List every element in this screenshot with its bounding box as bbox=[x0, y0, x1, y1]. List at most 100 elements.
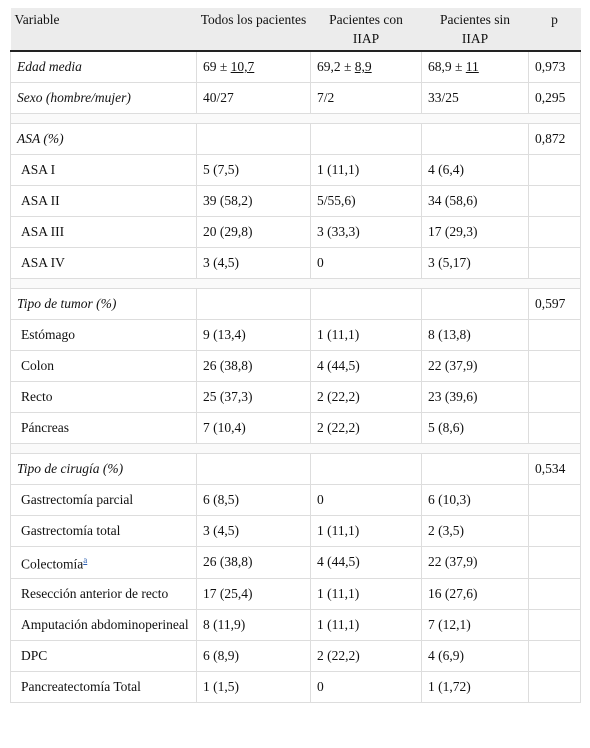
label-text: Sexo (hombre/mujer) bbox=[17, 90, 131, 105]
table-cell: 69,2 ± 8,9 bbox=[310, 50, 422, 83]
row-label: Pancreatectomía Total bbox=[10, 670, 197, 703]
table-row: ASA III 20 (29,8) 3 (33,3) 17 (29,3) bbox=[10, 216, 581, 248]
header-cell: Pacientes con IIAP bbox=[310, 8, 422, 52]
table-row: Estómago 9 (13,4) 1 (11,1) 8 (13,8) bbox=[10, 319, 581, 351]
table-cell: 1 (11,1) bbox=[310, 154, 422, 186]
table-cell: 1 (11,1) bbox=[310, 319, 422, 351]
row-label: Resección anterior de recto bbox=[10, 577, 197, 610]
table-cell: 4 (6,9) bbox=[421, 639, 529, 672]
table-cell: 69 ± 10,7 bbox=[196, 50, 311, 83]
table-cell: 2 (22,2) bbox=[310, 412, 422, 444]
table-cell bbox=[528, 608, 581, 641]
table-cell: 1 (1,5) bbox=[196, 670, 311, 703]
label-text: Colectomía bbox=[21, 556, 84, 572]
row-label: Colectomíaa bbox=[10, 546, 197, 579]
table-cell: 39 (58,2) bbox=[196, 185, 311, 217]
table-cell bbox=[196, 453, 311, 485]
label-text: Gastrectomía total bbox=[21, 523, 121, 538]
separator-row bbox=[10, 113, 581, 124]
label-text: Estómago bbox=[21, 327, 75, 342]
sd-value: 11 bbox=[465, 59, 479, 74]
table-cell bbox=[421, 123, 529, 155]
separator-cell bbox=[10, 113, 581, 124]
table-cell: 9 (13,4) bbox=[196, 319, 311, 351]
row-label: Recto bbox=[10, 381, 197, 413]
header-row: Variable Todos los pacientes Pacientes con… bbox=[10, 8, 581, 52]
table-cell: 3 (4,5) bbox=[196, 247, 311, 279]
label-text: ASA (%) bbox=[17, 131, 64, 146]
table-row: ASA IV 3 (4,5) 0 3 (5,17) bbox=[10, 247, 581, 279]
row-label: Amputación abdominoperineal bbox=[10, 608, 197, 641]
table-cell: 20 (29,8) bbox=[196, 216, 311, 248]
label-text: Gastrectomía parcial bbox=[21, 492, 134, 507]
row-label: ASA III bbox=[10, 216, 197, 248]
table-cell: 0,295 bbox=[528, 82, 581, 114]
row-label: ASA IV bbox=[10, 247, 197, 279]
table-cell: 2 (22,2) bbox=[310, 639, 422, 672]
table-row: DPC 6 (8,9) 2 (22,2) 4 (6,9) bbox=[10, 639, 581, 672]
separator-row bbox=[10, 278, 581, 289]
label-text: Resección anterior de recto bbox=[21, 585, 169, 601]
table-row: Sexo (hombre/mujer) 40/27 7/2 33/25 0,295 bbox=[10, 82, 581, 114]
table-cell bbox=[310, 453, 422, 485]
footnote-link[interactable]: a bbox=[83, 555, 88, 565]
table-cell: 3 (5,17) bbox=[421, 247, 529, 279]
mean-value: 69 ± bbox=[203, 59, 228, 74]
label-text: Tipo de tumor (%) bbox=[17, 296, 117, 311]
table-row: Amputación abdominoperineal 8 (11,9) 1 (11… bbox=[10, 608, 581, 641]
table-cell: 4 (6,4) bbox=[421, 154, 529, 186]
row-label: DPC bbox=[10, 639, 197, 672]
label-text: Colon bbox=[21, 358, 55, 373]
separator-row bbox=[10, 443, 581, 454]
table-cell: 16 (27,6) bbox=[421, 577, 529, 610]
table-cell: 0 bbox=[310, 670, 422, 703]
table-cell: 8 (11,9) bbox=[196, 608, 311, 641]
table-cell: 3 (4,5) bbox=[196, 515, 311, 547]
table-cell bbox=[310, 288, 422, 320]
table-cell: 1 (11,1) bbox=[310, 577, 422, 610]
table-row: Páncreas 7 (10,4) 2 (22,2) 5 (8,6) bbox=[10, 412, 581, 444]
label-text: Amputación abdominoperineal bbox=[21, 616, 189, 632]
table-cell: 17 (29,3) bbox=[421, 216, 529, 248]
table-cell bbox=[196, 123, 311, 155]
sd-value: 8,9 bbox=[354, 59, 372, 74]
row-label: Páncreas bbox=[10, 412, 197, 444]
table-cell bbox=[528, 515, 581, 547]
table-cell: 40/27 bbox=[196, 82, 311, 114]
table-row: Gastrectomía total 3 (4,5) 1 (11,1) 2 (3,5) bbox=[10, 515, 581, 547]
table-cell: 5 (7,5) bbox=[196, 154, 311, 186]
row-label: Colon bbox=[10, 350, 197, 382]
table-cell bbox=[528, 484, 581, 516]
row-label: ASA II bbox=[10, 185, 197, 217]
table-row: ASA I 5 (7,5) 1 (11,1) 4 (6,4) bbox=[10, 154, 581, 186]
row-label: Gastrectomía parcial bbox=[10, 484, 197, 516]
label-text: ASA I bbox=[21, 162, 56, 177]
table-cell: 0 bbox=[310, 484, 422, 516]
row-label: Estómago bbox=[10, 319, 197, 351]
table-cell bbox=[528, 185, 581, 217]
row-label: Edad media bbox=[10, 50, 197, 83]
table-cell bbox=[528, 154, 581, 186]
table-cell: 2 (22,2) bbox=[310, 381, 422, 413]
table-cell: 3 (33,3) bbox=[310, 216, 422, 248]
table-row: Edad media 69 ± 10,7 69,2 ± 8,9 68,9 ± 11 0,… bbox=[10, 50, 581, 83]
mean-value: 69,2 ± bbox=[317, 59, 352, 74]
header-cell: Pacientes sin IIAP bbox=[421, 8, 529, 52]
footnote-ref: a bbox=[83, 554, 87, 566]
label-text: ASA III bbox=[21, 224, 65, 239]
table-row: ASA II 39 (58,2) 5/55,6) 34 (58,6) bbox=[10, 185, 581, 217]
table-cell bbox=[421, 288, 529, 320]
table-cell bbox=[528, 319, 581, 351]
table-row: Tipo de cirugía (%) 0,534 bbox=[10, 453, 581, 485]
label-text: ASA II bbox=[21, 193, 60, 208]
table-row: Recto 25 (37,3) 2 (22,2) 23 (39,6) bbox=[10, 381, 581, 413]
table-cell bbox=[528, 216, 581, 248]
table-cell: 6 (8,9) bbox=[196, 639, 311, 672]
label-text: DPC bbox=[21, 647, 48, 663]
table-row: Colon 26 (38,8) 4 (44,5) 22 (37,9) bbox=[10, 350, 581, 382]
table-cell: 0 bbox=[310, 247, 422, 279]
sd-value: 10,7 bbox=[230, 59, 255, 74]
row-label: ASA (%) bbox=[10, 123, 197, 155]
table-cell: 68,9 ± 11 bbox=[421, 50, 529, 83]
table-cell: 8 (13,8) bbox=[421, 319, 529, 351]
